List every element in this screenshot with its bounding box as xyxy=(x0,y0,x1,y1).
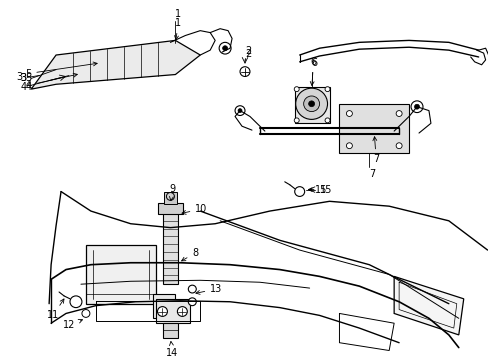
Text: 4: 4 xyxy=(25,73,77,90)
Circle shape xyxy=(222,46,227,51)
Circle shape xyxy=(166,193,174,200)
Circle shape xyxy=(325,87,329,91)
Polygon shape xyxy=(393,276,463,335)
Circle shape xyxy=(395,143,401,149)
Text: 11: 11 xyxy=(47,299,64,320)
Text: 4: 4 xyxy=(20,82,26,92)
Text: 8: 8 xyxy=(181,248,198,261)
Circle shape xyxy=(346,143,352,149)
Text: 6: 6 xyxy=(309,57,316,85)
Text: 1: 1 xyxy=(174,18,181,40)
Text: 3: 3 xyxy=(20,73,26,84)
Circle shape xyxy=(294,118,299,123)
Circle shape xyxy=(346,111,352,117)
Polygon shape xyxy=(152,294,175,318)
Text: 15: 15 xyxy=(308,185,331,195)
Text: 4: 4 xyxy=(25,82,31,92)
Circle shape xyxy=(70,296,82,307)
Text: 5: 5 xyxy=(25,73,31,84)
Text: 6: 6 xyxy=(311,58,317,68)
Text: 5: 5 xyxy=(25,62,97,78)
Circle shape xyxy=(188,298,196,306)
Circle shape xyxy=(177,307,187,316)
Polygon shape xyxy=(339,104,408,153)
Circle shape xyxy=(294,87,299,91)
Text: 1: 1 xyxy=(175,9,181,19)
Circle shape xyxy=(294,187,304,197)
Polygon shape xyxy=(31,40,200,89)
Circle shape xyxy=(238,109,242,113)
Circle shape xyxy=(188,285,196,293)
Polygon shape xyxy=(86,245,155,304)
Text: 3: 3 xyxy=(16,72,22,82)
Text: 7: 7 xyxy=(372,137,379,165)
Text: 14: 14 xyxy=(166,342,178,357)
Circle shape xyxy=(395,111,401,117)
Text: 13: 13 xyxy=(196,284,222,294)
Text: 15: 15 xyxy=(314,185,326,195)
Circle shape xyxy=(295,88,327,120)
Text: 9: 9 xyxy=(169,184,175,201)
Text: 12: 12 xyxy=(62,319,82,330)
Polygon shape xyxy=(155,299,190,323)
Circle shape xyxy=(157,307,167,316)
Circle shape xyxy=(325,118,329,123)
Circle shape xyxy=(414,104,419,109)
Circle shape xyxy=(235,106,244,116)
Circle shape xyxy=(240,67,249,76)
Polygon shape xyxy=(164,192,177,204)
Circle shape xyxy=(308,101,314,107)
Polygon shape xyxy=(163,323,178,338)
Text: 7: 7 xyxy=(368,169,375,179)
Circle shape xyxy=(410,101,422,113)
Text: 2: 2 xyxy=(244,46,251,56)
Circle shape xyxy=(82,310,90,318)
Polygon shape xyxy=(158,203,183,214)
Text: 2: 2 xyxy=(244,49,251,59)
Circle shape xyxy=(303,96,319,112)
Text: 10: 10 xyxy=(182,204,207,214)
Circle shape xyxy=(219,42,231,54)
Text: 3: 3 xyxy=(20,73,26,84)
Polygon shape xyxy=(163,211,178,284)
Polygon shape xyxy=(294,87,329,123)
